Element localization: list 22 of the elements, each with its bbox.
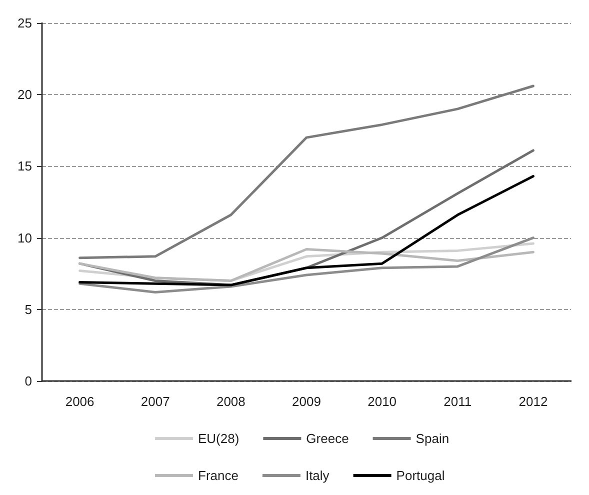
- y-tick-label: 15: [18, 158, 32, 174]
- line-series: [78, 84, 534, 260]
- y-tick-label: 5: [24, 302, 32, 317]
- legend-label: France: [198, 468, 238, 483]
- y-tick-label: 20: [18, 87, 32, 102]
- x-tick-label: 2011: [444, 394, 472, 409]
- y-tick-label: 0: [24, 374, 32, 388]
- y-tick-label: 10: [18, 230, 32, 246]
- line-series: [78, 236, 534, 294]
- x-tick-label: 2010: [368, 394, 397, 409]
- legend-label: EU(28): [198, 431, 240, 446]
- legend-label: Greece: [306, 431, 349, 446]
- legend-label: Spain: [416, 431, 450, 446]
- x-tick-label: 2012: [518, 394, 548, 409]
- legend-label: Portugal: [396, 468, 445, 483]
- y-tick-label: 25: [18, 16, 32, 30]
- x-tick-label: 2008: [216, 394, 246, 409]
- x-tick-label: 2007: [140, 394, 170, 409]
- x-tick-label: 2009: [292, 394, 321, 409]
- legend-label: Italy: [305, 468, 330, 483]
- x-tick-label: 2006: [65, 394, 94, 409]
- line-series: [78, 174, 534, 286]
